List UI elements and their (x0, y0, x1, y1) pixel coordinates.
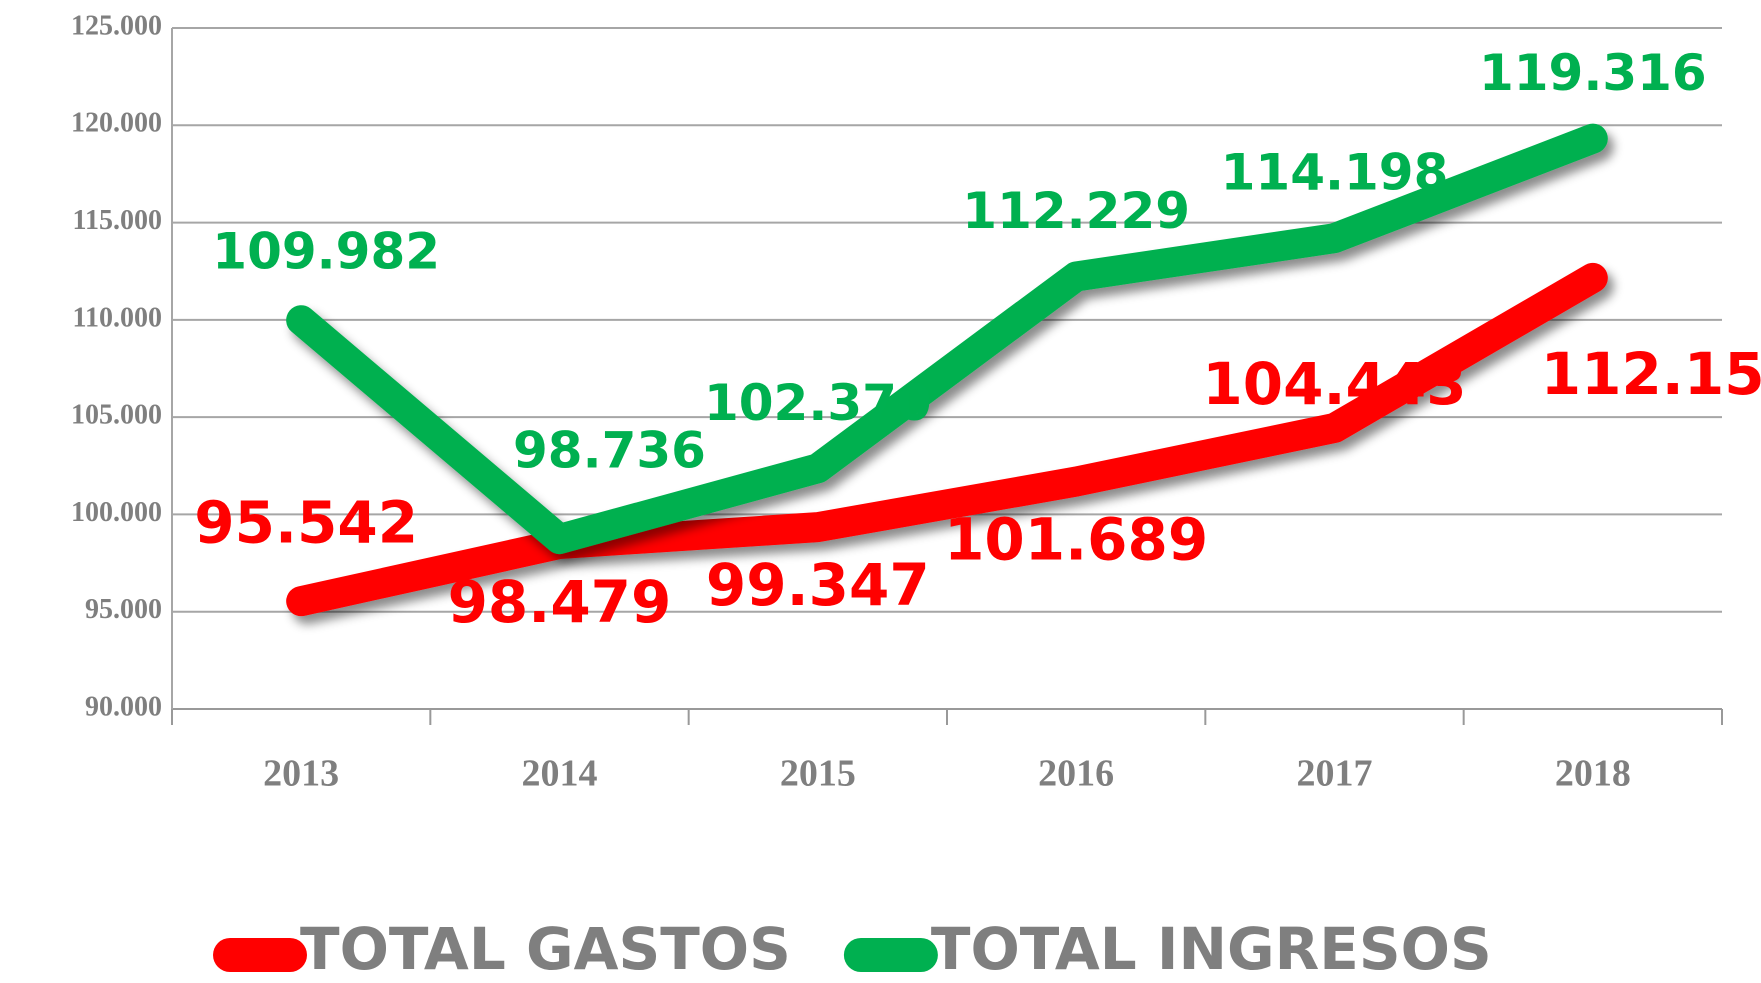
y-tick-label: 110.000 (73, 302, 162, 333)
x-tick-label: 2016 (1038, 753, 1114, 795)
legend-label: TOTAL GASTOS (300, 915, 791, 983)
y-tick-label: 120.000 (71, 108, 162, 139)
data-label: 95.542 (194, 488, 418, 556)
data-label: 109.982 (212, 223, 440, 281)
series-line (286, 262, 1608, 617)
x-tick-label: 2015 (780, 753, 856, 795)
y-tick-label: 105.000 (71, 400, 162, 431)
y-tick-label: 90.000 (85, 691, 162, 722)
data-label: 99.347 (706, 551, 930, 619)
series-line (286, 123, 1608, 555)
data-label: 104.443 (1202, 350, 1466, 418)
x-tick-label: 2013 (263, 753, 339, 795)
data-label: 98.736 (513, 422, 706, 480)
y-tick-label: 115.000 (73, 205, 162, 236)
data-label: 119.316 (1479, 44, 1707, 102)
x-tick-label: 2014 (522, 753, 598, 795)
y-tick-label: 100.000 (71, 497, 162, 528)
y-tick-label: 125.000 (71, 10, 162, 41)
data-label: 112.157 (1541, 340, 1761, 408)
data-label: 102.370 (704, 374, 932, 432)
data-label: 98.479 (448, 568, 672, 636)
data-label: 114.198 (1221, 144, 1449, 202)
data-label: 101.689 (944, 506, 1208, 574)
y-tick-label: 95.000 (85, 594, 162, 625)
x-tick-label: 2017 (1297, 753, 1373, 795)
data-label: 112.229 (962, 182, 1190, 240)
legend-label: TOTAL INGRESOS (931, 915, 1492, 983)
x-tick-label: 2018 (1555, 753, 1631, 795)
